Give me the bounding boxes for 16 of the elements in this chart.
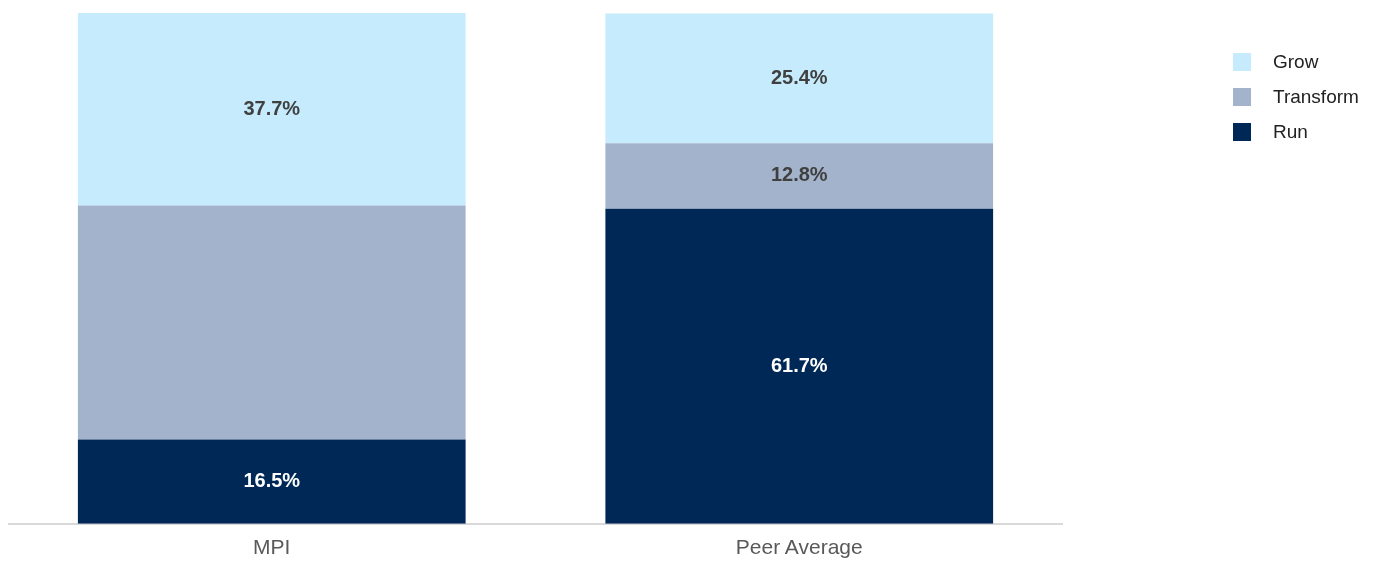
x-tick-label: Peer Average bbox=[735, 535, 863, 559]
bar bbox=[605, 208, 994, 524]
data-label: 61.7% bbox=[770, 353, 828, 376]
legend-label: Run bbox=[1273, 120, 1308, 143]
x-tick-label: MPI bbox=[253, 535, 291, 559]
legend-label: Grow bbox=[1273, 50, 1319, 73]
bar bbox=[605, 13, 994, 144]
data-label: 25.4% bbox=[770, 65, 828, 88]
bar bbox=[77, 13, 466, 206]
data-label: 12.8% bbox=[770, 163, 828, 186]
data-label: 16.5% bbox=[243, 469, 301, 492]
bar bbox=[605, 143, 994, 209]
data-label: 37.7% bbox=[243, 96, 301, 119]
bar bbox=[77, 439, 466, 524]
bar bbox=[77, 205, 466, 440]
legend-label: Transform bbox=[1273, 85, 1359, 108]
